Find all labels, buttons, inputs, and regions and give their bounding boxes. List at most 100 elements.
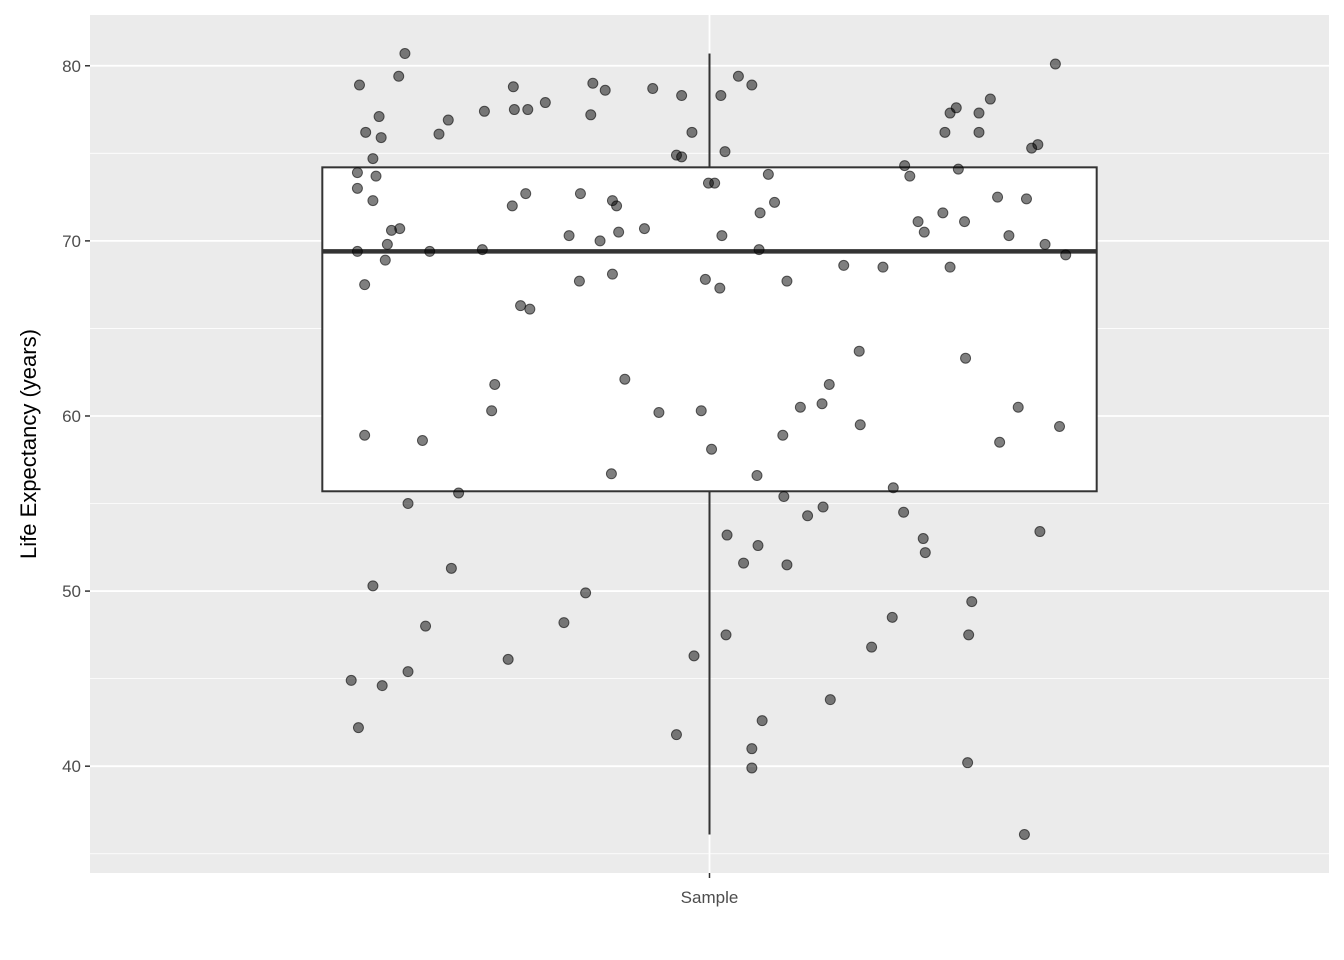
data-point (709, 177, 721, 189)
data-point (638, 223, 650, 235)
data-point (402, 666, 414, 678)
data-point (653, 406, 665, 418)
data-point (676, 151, 688, 163)
data-point (706, 443, 718, 455)
data-point (1039, 238, 1051, 250)
data-point (719, 146, 731, 158)
data-point (802, 510, 814, 522)
data-point (399, 48, 411, 60)
data-point (751, 470, 763, 482)
data-point (939, 126, 951, 138)
data-point (899, 160, 911, 172)
data-point (762, 168, 774, 180)
data-point (746, 79, 758, 91)
data-point (824, 694, 836, 706)
data-point (352, 722, 364, 734)
data-point (585, 109, 597, 121)
data-point (424, 245, 436, 257)
data-point (716, 230, 728, 242)
data-point (385, 224, 397, 236)
data-point (919, 547, 931, 559)
data-point (453, 487, 465, 499)
data-point (520, 188, 532, 200)
data-point (445, 562, 457, 574)
data-point (1060, 249, 1072, 261)
data-point (778, 491, 790, 503)
data-point (524, 303, 536, 315)
data-point (1020, 193, 1032, 205)
data-point (854, 419, 866, 431)
data-point (738, 557, 750, 569)
y-tick-label: 70 (62, 232, 81, 251)
data-point (994, 436, 1006, 448)
data-point (973, 107, 985, 119)
data-point (367, 580, 379, 592)
data-point (594, 235, 606, 247)
data-point (375, 132, 387, 144)
data-point (1034, 526, 1046, 538)
data-point (904, 170, 916, 182)
data-point (781, 559, 793, 571)
data-point (720, 629, 732, 641)
data-point (1054, 420, 1066, 432)
box-iqr (321, 166, 1098, 493)
data-point (502, 653, 514, 665)
data-point (670, 729, 682, 741)
data-point (918, 226, 930, 238)
data-point (506, 200, 518, 212)
data-point (944, 261, 956, 273)
data-point (721, 529, 733, 541)
data-point (984, 93, 996, 105)
y-axis-label: Life Expectancy (years) (16, 329, 41, 559)
data-point (753, 244, 765, 256)
data-point (647, 83, 659, 95)
data-point (367, 195, 379, 207)
data-point (486, 405, 498, 417)
data-point (794, 401, 806, 413)
data-point (752, 540, 764, 552)
data-point (699, 273, 711, 285)
data-point (507, 81, 519, 93)
data-point (379, 254, 391, 266)
data-point (676, 90, 688, 102)
data-point (476, 244, 488, 256)
data-point (508, 104, 520, 116)
data-point (367, 153, 379, 165)
data-point (563, 230, 575, 242)
data-point (781, 275, 793, 287)
data-point (816, 398, 828, 410)
data-point (373, 111, 385, 123)
data-point (416, 434, 428, 446)
y-tick-label: 80 (62, 57, 81, 76)
data-point (442, 114, 454, 126)
data-point (351, 182, 363, 194)
data-point (522, 104, 534, 116)
data-point (777, 429, 789, 441)
data-point (515, 300, 527, 312)
data-point (381, 238, 393, 250)
data-point (611, 200, 623, 212)
x-tick-label: Sample (681, 888, 739, 907)
data-point (574, 188, 586, 200)
data-point (606, 268, 618, 280)
data-point (599, 84, 611, 96)
data-point (912, 216, 924, 228)
data-point (420, 620, 432, 632)
data-point (688, 650, 700, 662)
data-point (351, 245, 363, 257)
data-point (962, 757, 974, 769)
data-point (360, 126, 372, 138)
data-point (952, 163, 964, 175)
data-point (917, 533, 929, 545)
data-point (756, 715, 768, 727)
data-point (959, 216, 971, 228)
data-point (1012, 401, 1024, 413)
data-point (489, 378, 501, 390)
data-point (351, 167, 363, 179)
x-axis: Sample (681, 873, 739, 907)
data-point (838, 259, 850, 271)
data-point (359, 429, 371, 441)
data-point (359, 279, 371, 291)
data-point (960, 352, 972, 364)
